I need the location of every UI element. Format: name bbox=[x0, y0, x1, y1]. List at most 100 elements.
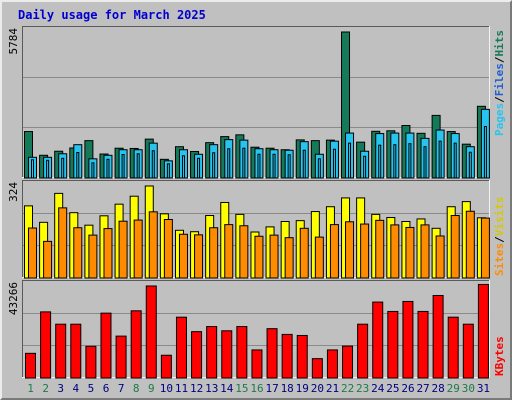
sites-bar-day-17 bbox=[269, 234, 279, 279]
kbytes-bar-day-4 bbox=[70, 323, 82, 379]
pages-bar-day-29 bbox=[453, 142, 457, 179]
pages-bar-day-11 bbox=[181, 155, 185, 179]
kbytes-bar-day-11 bbox=[175, 316, 187, 379]
kbytes-bar-day-19 bbox=[296, 334, 308, 379]
sites-bar-day-6 bbox=[103, 228, 113, 279]
day-label-23: 23 bbox=[356, 382, 369, 395]
kbytes-bar-day-25 bbox=[387, 310, 399, 379]
pages-bar-day-15 bbox=[242, 147, 246, 179]
sites-bar-day-9 bbox=[148, 211, 158, 279]
legend-visits: Visits bbox=[493, 197, 506, 237]
kbytes-bar-day-10 bbox=[160, 354, 172, 379]
pages-bar-day-3 bbox=[61, 157, 65, 179]
sites-bar-day-30 bbox=[465, 210, 475, 279]
pages-bar-day-10 bbox=[166, 163, 170, 179]
pages-bar-day-18 bbox=[287, 154, 291, 179]
day-label-1: 1 bbox=[27, 382, 34, 395]
day-label-8: 8 bbox=[133, 382, 140, 395]
legend-top-panel: Pages/Files/Hits bbox=[493, 30, 506, 136]
sites-bar-day-19 bbox=[299, 227, 309, 279]
sites-bar-day-29 bbox=[450, 215, 460, 279]
kbytes-bar-day-21 bbox=[326, 349, 338, 379]
day-label-14: 14 bbox=[220, 382, 234, 395]
sites-bar-day-26 bbox=[405, 226, 415, 279]
day-label-24: 24 bbox=[371, 382, 385, 395]
pages-bar-day-16 bbox=[257, 153, 261, 179]
kbytes-bar-day-13 bbox=[206, 326, 218, 379]
pages-bar-day-30 bbox=[468, 151, 472, 179]
kbytes-bar-day-31 bbox=[477, 283, 489, 379]
chart-title: Daily usage for March 2025 bbox=[18, 8, 206, 22]
sites-bar-day-16 bbox=[254, 235, 264, 279]
kbytes-bar-day-18 bbox=[281, 333, 293, 379]
kbytes-bar-day-30 bbox=[462, 323, 474, 379]
kbytes-bar-day-22 bbox=[342, 345, 354, 379]
pages-bar-day-27 bbox=[423, 146, 427, 179]
middle-panel-max-label: 324 bbox=[7, 182, 20, 202]
legend-sep: / bbox=[493, 56, 506, 63]
day-label-3: 3 bbox=[57, 382, 64, 395]
legend-sep: / bbox=[493, 96, 506, 103]
sites-bar-day-12 bbox=[194, 234, 204, 279]
day-label-25: 25 bbox=[386, 382, 399, 395]
sites-bar-day-25 bbox=[390, 224, 400, 279]
pages-bar-day-26 bbox=[408, 143, 412, 179]
sites-bar-day-7 bbox=[118, 220, 128, 279]
pages-bar-day-4 bbox=[76, 152, 80, 179]
legend-sep: / bbox=[493, 236, 506, 243]
pages-bar-day-28 bbox=[438, 140, 442, 179]
pages-bar-day-21 bbox=[332, 148, 336, 179]
pages-bar-day-31 bbox=[483, 126, 487, 179]
sites-bar-day-28 bbox=[435, 235, 445, 279]
pages-bar-day-13 bbox=[212, 152, 216, 179]
sites-bar-day-23 bbox=[360, 223, 370, 279]
sites-bar-day-11 bbox=[178, 233, 188, 279]
kbytes-bar-day-12 bbox=[191, 331, 203, 379]
sites-bar-day-18 bbox=[284, 237, 294, 279]
sites-bar-day-5 bbox=[88, 234, 98, 279]
day-label-5: 5 bbox=[88, 382, 95, 395]
sites-bar-day-15 bbox=[239, 225, 249, 279]
day-label-9: 9 bbox=[148, 382, 155, 395]
legend-hits: Hits bbox=[493, 30, 506, 57]
day-label-28: 28 bbox=[432, 382, 445, 395]
pages-bar-day-7 bbox=[121, 154, 125, 179]
pages-bar-day-1 bbox=[31, 159, 34, 179]
kbytes-bar-day-3 bbox=[55, 323, 67, 379]
kbytes-bar-day-5 bbox=[85, 345, 97, 379]
sites-bar-day-31 bbox=[480, 217, 490, 279]
kbytes-bar-day-28 bbox=[432, 294, 444, 379]
day-label-13: 13 bbox=[205, 382, 218, 395]
sites-bar-day-1 bbox=[28, 227, 37, 279]
day-label-4: 4 bbox=[73, 382, 80, 395]
sites-bar-day-14 bbox=[224, 224, 234, 279]
pages-bar-day-19 bbox=[302, 149, 306, 179]
day-label-12: 12 bbox=[190, 382, 203, 395]
day-label-27: 27 bbox=[416, 382, 429, 395]
kbytes-bar-day-24 bbox=[372, 301, 384, 379]
kbytes-bar-day-15 bbox=[236, 326, 248, 379]
pages-bar-day-25 bbox=[393, 144, 397, 179]
sites-bar-day-10 bbox=[163, 219, 173, 279]
kbytes-bar-day-7 bbox=[115, 335, 127, 379]
day-label-16: 16 bbox=[250, 382, 263, 395]
pages-bar-day-22 bbox=[348, 142, 352, 179]
pages-bar-day-23 bbox=[363, 155, 367, 179]
day-label-30: 30 bbox=[462, 382, 475, 395]
bottom-panel-max-label: 43266 bbox=[7, 282, 20, 315]
sites-bar-day-22 bbox=[345, 221, 355, 279]
pages-bar-day-24 bbox=[378, 144, 382, 179]
pages-bar-day-12 bbox=[197, 157, 201, 179]
kbytes-bar-day-6 bbox=[100, 312, 112, 379]
pages-bar-day-17 bbox=[272, 153, 276, 179]
pages-bar-day-14 bbox=[227, 148, 231, 179]
kbytes-bar-day-9 bbox=[145, 285, 157, 379]
day-label-2: 2 bbox=[42, 382, 49, 395]
kbytes-bar-day-29 bbox=[447, 316, 459, 379]
pages-bar-day-8 bbox=[136, 153, 140, 179]
sites-bar-day-21 bbox=[329, 224, 339, 279]
kbytes-bar-day-2 bbox=[40, 311, 52, 379]
legend-pages: Pages bbox=[493, 103, 506, 136]
day-label-15: 15 bbox=[235, 382, 248, 395]
